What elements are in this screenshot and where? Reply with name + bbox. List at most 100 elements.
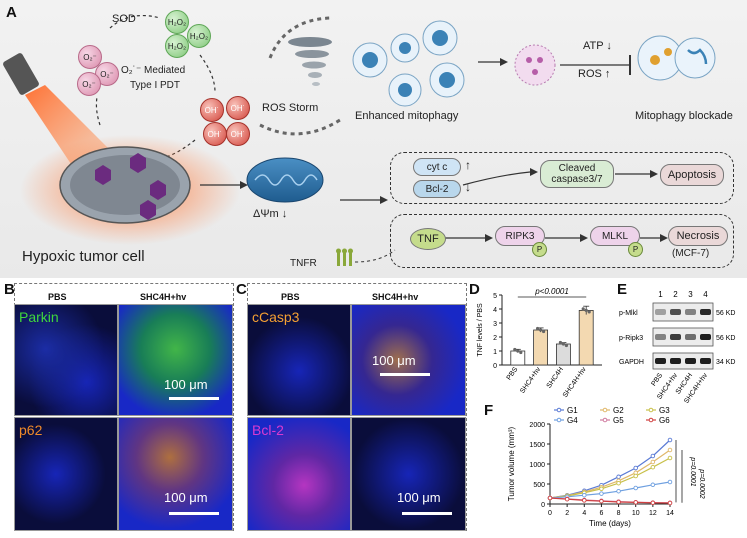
micrograph-bcl2-pbs: Bcl-2	[247, 417, 351, 531]
necrosis-pill: Necrosis	[668, 226, 728, 246]
tnfr-label: TNFR	[290, 258, 317, 269]
scale-bar	[380, 373, 430, 376]
data-point	[516, 349, 520, 353]
micrograph-ccasp3-treated: 100 μm	[351, 304, 466, 416]
x-tick-label: SHC4H+hv	[562, 366, 588, 399]
cycle-arrow	[95, 96, 101, 126]
data-point	[616, 474, 621, 480]
x-tick-label: PBS	[650, 372, 664, 388]
bcl2-down-arrow: ↓	[465, 180, 471, 194]
y-tick-label: 2	[493, 335, 497, 342]
y-axis-label: Tumor volume (mm³)	[507, 426, 516, 501]
blot-band	[655, 358, 666, 364]
arrowhead	[380, 196, 388, 204]
p62-label: p62	[19, 422, 43, 438]
data-point	[650, 464, 656, 470]
blot-strip	[652, 327, 714, 347]
h2o2-molecule: H₂O₂	[165, 10, 189, 34]
data-point	[519, 350, 523, 355]
p-value-label: p=0.0001	[689, 456, 696, 486]
kd-label: 56 KD	[716, 335, 735, 342]
data-point	[542, 329, 546, 334]
lane-number: 3	[688, 290, 693, 299]
x-tick-label: 6	[599, 510, 603, 517]
data-point	[599, 486, 604, 492]
data-point	[616, 499, 621, 505]
ros-storm-icon	[288, 37, 332, 86]
cytc-up-arrow: ↑	[465, 158, 471, 172]
data-point	[667, 437, 673, 443]
mitochondrion	[246, 157, 324, 203]
data-point	[539, 328, 543, 332]
scale-bar	[169, 512, 219, 515]
series-line	[549, 457, 671, 499]
data-point	[513, 347, 517, 352]
scale-bar-label: 100 μm	[164, 377, 208, 392]
data-point	[599, 498, 604, 504]
panel-label-d: D	[469, 281, 480, 298]
autolysosome	[637, 35, 716, 81]
data-point	[558, 340, 562, 345]
data-point	[561, 342, 565, 346]
ccasp3-label: cCasp3	[252, 309, 300, 325]
panel-label-b: B	[4, 281, 15, 298]
blot-band	[655, 334, 666, 340]
legend-label: G4	[567, 416, 578, 425]
cycle-arrow	[199, 54, 216, 93]
hydroxyl-radical: OH˙	[226, 96, 250, 120]
micrograph-bcl2-treated: 100 μm	[351, 417, 466, 531]
legend-marker	[602, 407, 608, 413]
phospho-marker: P	[532, 242, 547, 257]
apoptosis-pill: Apoptosis	[660, 164, 724, 186]
panel-a-schematic: A SOD H₂O₂ H₂O₂ H₂O₂ O₂⁻ O₂⁻ O₂⁻ O₂˙⁻ Me…	[0, 0, 747, 278]
scale-bar-label: 100 μm	[372, 353, 416, 368]
scale-bar-label: 100 μm	[164, 490, 208, 505]
mlkl-pill: MLKL	[590, 226, 640, 246]
ros-cycle-arrow	[259, 118, 341, 136]
lysosome	[514, 44, 556, 86]
cleaved-caspase-pill: Cleaved caspase3/7	[540, 160, 614, 188]
data-point	[667, 500, 673, 506]
lane-number: 4	[703, 290, 708, 299]
data-point	[616, 480, 621, 486]
blot-strip	[652, 302, 714, 322]
superoxide-molecule: O₂⁻	[77, 72, 101, 96]
legend-marker	[556, 417, 562, 423]
data-point	[587, 310, 591, 314]
x-axis-label: Time (days)	[589, 519, 631, 528]
micrograph-parkin-treated: 100 μm	[118, 304, 233, 416]
blot-strip	[652, 352, 714, 370]
bcl2-pill: Bcl-2	[413, 180, 461, 198]
nanoparticle	[130, 153, 146, 173]
legend-marker	[556, 407, 562, 413]
y-tick-label: 2000	[529, 422, 545, 429]
blot-band	[685, 358, 696, 364]
micrograph-ccasp3-pbs: cCasp3	[247, 304, 351, 416]
cytc-pill: cyt c	[413, 158, 461, 176]
x-tick-label: 8	[617, 510, 621, 517]
schematic-drawing	[3, 15, 716, 266]
lane-number: 1	[658, 290, 663, 299]
bar	[556, 343, 571, 366]
blot-band	[670, 358, 681, 364]
x-tick-label: 2	[565, 510, 569, 517]
data-point	[536, 326, 540, 331]
legend-marker	[648, 417, 654, 423]
panel-b-col1-header: PBS	[48, 292, 67, 302]
y-tick-label: 5	[493, 293, 497, 300]
series-line	[549, 481, 671, 499]
legend-marker	[602, 417, 608, 423]
western-blot: 1 2 3 4 p-Mlkl 56 KD p-Ripk3 56 KD GAPDH 34 KD PBS…	[619, 290, 735, 403]
y-tick-label: 3	[493, 321, 497, 328]
hydroxyl-radical: OH˙	[226, 122, 250, 146]
micrograph-p62-pbs: p62	[14, 417, 118, 531]
data-point	[582, 492, 587, 498]
nanoparticle	[95, 165, 111, 185]
blot-band	[685, 334, 696, 340]
data-point	[564, 496, 570, 502]
necrosis-pathway-box	[390, 214, 734, 268]
y-tick-label: 1000	[529, 462, 545, 469]
apoptosis-pathway-box	[390, 152, 734, 204]
blot-band	[685, 309, 696, 315]
bcl2-label: Bcl-2	[252, 422, 284, 438]
